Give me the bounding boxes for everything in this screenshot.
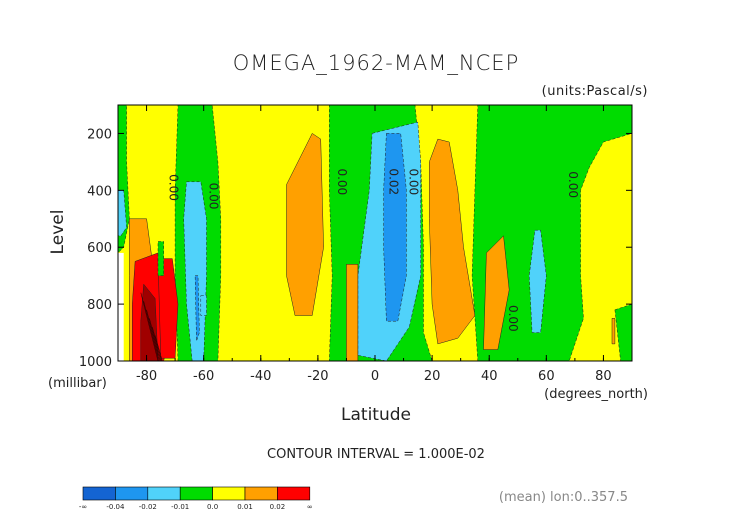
- colorbar-swatch: [179, 486, 213, 501]
- contour-line-dark-3: [149, 318, 161, 361]
- contour-region-10: [614, 303, 632, 361]
- x-tick-label: -60: [193, 369, 214, 384]
- contour-label-4: 0.00: [406, 168, 420, 195]
- colorbar-swatch: [277, 486, 311, 501]
- chart-title: OMEGA_1962-MAM_NCEP: [233, 51, 519, 75]
- x-tick-label: 60: [538, 369, 555, 384]
- x-tick-label: -40: [250, 369, 271, 384]
- y-tick-label: 200: [87, 127, 112, 142]
- y-tick-label: 600: [87, 241, 112, 256]
- contour-region-16: [286, 133, 324, 316]
- y-units-label: (millibar): [48, 376, 107, 391]
- contour-region-17: [346, 264, 359, 361]
- contour-interval-text: CONTOUR INTERVAL = 1.000E-02: [267, 447, 485, 462]
- y-tick-label: 1000: [79, 355, 112, 370]
- contour-line-dark-4: [151, 326, 162, 361]
- x-tick-label: -80: [136, 369, 157, 384]
- contour-region-7: [383, 133, 407, 322]
- colorbar-label: 0.02: [270, 503, 286, 511]
- x-tick-label: 20: [424, 369, 441, 384]
- colorbar-swatch: [212, 486, 246, 501]
- contour-label-6: 0.00: [566, 171, 580, 198]
- contour-label-1: 0.00: [206, 183, 220, 210]
- x-tick-label: 40: [481, 369, 498, 384]
- colorbar-legend: -∞ -0.04 -0.02 -0.01 0.0 0.01 0.02 ∞: [79, 486, 313, 511]
- contour-label-3: 0.02: [386, 168, 400, 195]
- colorbar-label: -0.02: [139, 503, 157, 511]
- colorbar-swatch: [244, 486, 278, 501]
- x-tick-label: -20: [307, 369, 328, 384]
- contour-line-dark-2: [146, 309, 160, 361]
- contour-line-dark-5: [154, 335, 163, 361]
- x-tick-label: 0: [371, 369, 379, 384]
- contour-region-18: [429, 138, 476, 345]
- contour-line-dark-0: [140, 292, 159, 361]
- colorbar-label: -0.04: [106, 503, 125, 511]
- contour-line-dark-1: [143, 301, 160, 361]
- contour-region-2: [194, 275, 200, 342]
- colorbar-swatch: [147, 486, 181, 501]
- contour-region-1: [183, 181, 207, 361]
- footnote: (mean) lon:0..357.5: [499, 490, 628, 505]
- contour-region-14: [157, 258, 179, 359]
- y-tick-label: 800: [87, 298, 112, 313]
- colorbar-label: -∞: [79, 503, 87, 511]
- contour-region-8: [471, 105, 632, 361]
- missing-data: [118, 252, 124, 361]
- x-axis-title: Latitude: [341, 405, 411, 425]
- x-units-label: (degrees_north): [544, 387, 648, 402]
- contour-region-9: [528, 229, 547, 333]
- plot-area: [118, 105, 632, 361]
- colorbar-swatch: [82, 486, 116, 501]
- x-tick-label: 80: [595, 369, 612, 384]
- contour-label-5: 0.00: [506, 305, 520, 332]
- colorbar-label: -0.01: [171, 503, 189, 511]
- y-tick-label: 400: [87, 184, 112, 199]
- contour-region-4: [118, 190, 127, 237]
- units-label: (units:Pascal/s): [542, 84, 648, 99]
- contour-region-15: [157, 241, 164, 276]
- contour-region-20: [611, 318, 616, 345]
- contour-labels: 0.00 0.00 0.00 0.02 0.00 0.00 0.00: [166, 168, 580, 331]
- contour-region-19: [483, 235, 510, 350]
- contour-label-0: 0.00: [166, 174, 180, 201]
- contour-region-21: [200, 295, 207, 316]
- y-axis: 200 400 600 800 1000: [79, 127, 632, 370]
- x-axis: -80 -60 -40 -20 0 20 40 60 80: [117, 105, 633, 384]
- colorbar-swatch: [115, 486, 149, 501]
- colorbar-label: 0.0: [207, 503, 218, 511]
- colorbar-label: 0.01: [237, 503, 253, 511]
- colorbar-label: ∞: [307, 503, 313, 511]
- y-axis-title: Level: [48, 210, 68, 255]
- contour-label-2: 0.00: [335, 168, 349, 195]
